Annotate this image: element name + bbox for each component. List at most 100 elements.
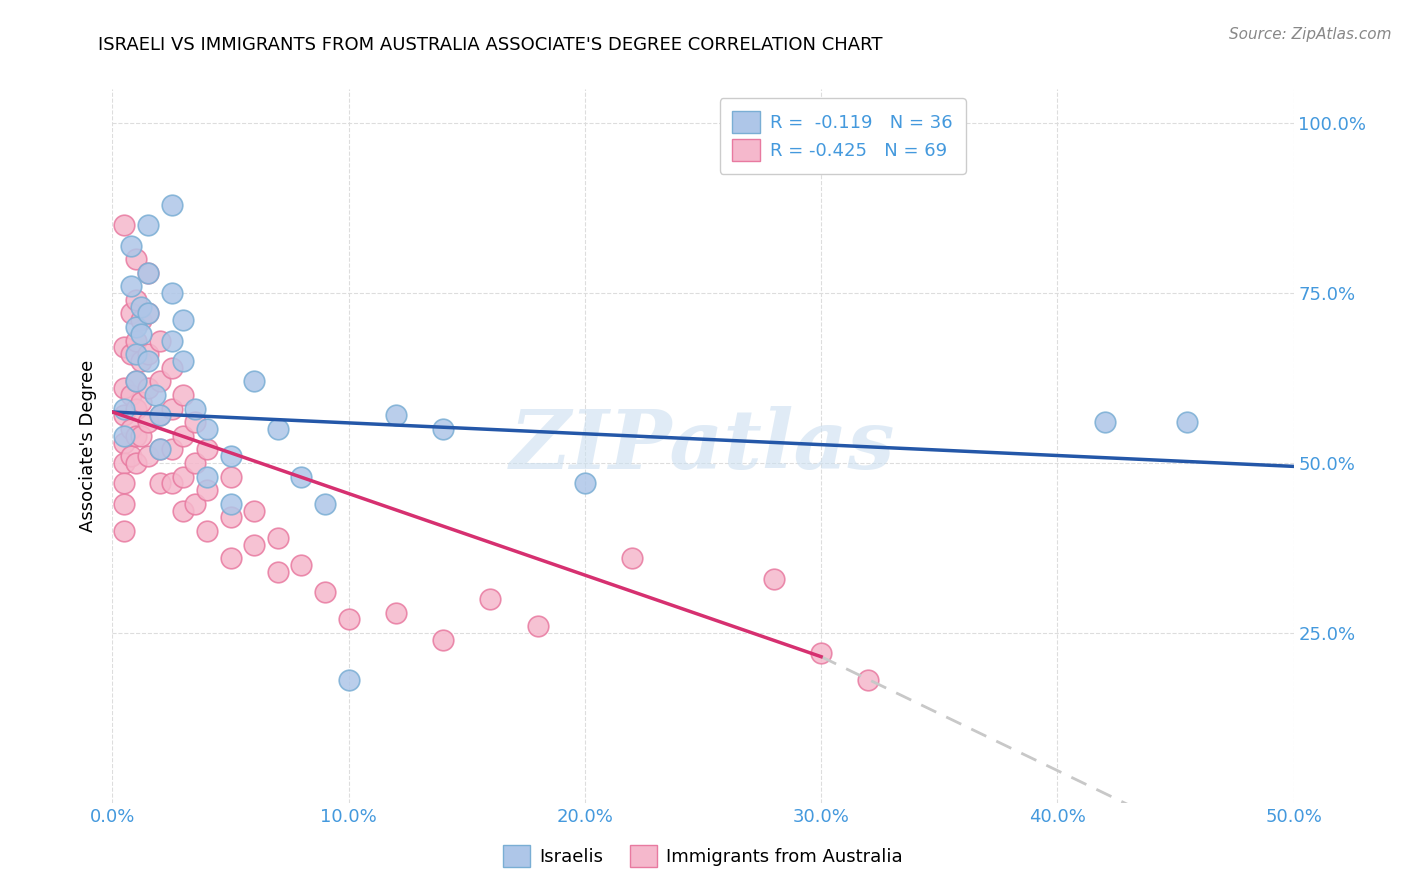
- Point: [149, 442, 172, 457]
- Point: [172, 429, 194, 443]
- Point: [129, 354, 152, 368]
- Point: [1094, 415, 1116, 429]
- Point: [195, 469, 218, 483]
- Point: [120, 449, 142, 463]
- Point: [129, 429, 152, 443]
- Point: [125, 252, 148, 266]
- Point: [112, 429, 135, 443]
- Point: [125, 334, 148, 348]
- Point: [112, 456, 135, 470]
- Point: [290, 558, 312, 572]
- Point: [243, 375, 266, 389]
- Point: [149, 442, 172, 457]
- Text: ZIPatlas: ZIPatlas: [510, 406, 896, 486]
- Point: [136, 415, 159, 429]
- Point: [120, 238, 142, 252]
- Point: [219, 449, 242, 463]
- Point: [172, 388, 194, 402]
- Point: [1175, 415, 1198, 429]
- Point: [219, 497, 242, 511]
- Point: [479, 591, 502, 606]
- Point: [125, 429, 148, 443]
- Point: [432, 632, 454, 647]
- Point: [125, 375, 148, 389]
- Point: [112, 381, 135, 395]
- Point: [120, 422, 142, 436]
- Point: [149, 476, 172, 491]
- Point: [125, 320, 148, 334]
- Point: [129, 394, 152, 409]
- Point: [762, 572, 785, 586]
- Point: [195, 524, 218, 538]
- Point: [314, 497, 336, 511]
- Point: [120, 347, 142, 361]
- Point: [621, 551, 644, 566]
- Point: [219, 510, 242, 524]
- Point: [810, 646, 832, 660]
- Point: [195, 422, 218, 436]
- Point: [136, 354, 159, 368]
- Point: [125, 456, 148, 470]
- Point: [267, 422, 290, 436]
- Point: [219, 469, 242, 483]
- Text: ISRAELI VS IMMIGRANTS FROM AUSTRALIA ASSOCIATE'S DEGREE CORRELATION CHART: ISRAELI VS IMMIGRANTS FROM AUSTRALIA ASS…: [98, 36, 883, 54]
- Point: [149, 375, 172, 389]
- Point: [195, 442, 218, 457]
- Point: [112, 435, 135, 450]
- Legend: Israelis, Immigrants from Australia: Israelis, Immigrants from Australia: [496, 838, 910, 874]
- Point: [112, 476, 135, 491]
- Point: [136, 381, 159, 395]
- Point: [219, 551, 242, 566]
- Point: [432, 422, 454, 436]
- Point: [136, 306, 159, 320]
- Y-axis label: Associate's Degree: Associate's Degree: [79, 359, 97, 533]
- Point: [195, 483, 218, 498]
- Point: [136, 306, 159, 320]
- Point: [149, 409, 172, 423]
- Point: [184, 497, 207, 511]
- Point: [160, 286, 183, 301]
- Point: [120, 279, 142, 293]
- Point: [125, 401, 148, 416]
- Point: [136, 266, 159, 280]
- Point: [143, 388, 166, 402]
- Point: [129, 326, 152, 341]
- Point: [243, 537, 266, 551]
- Point: [120, 388, 142, 402]
- Point: [149, 334, 172, 348]
- Point: [172, 503, 194, 517]
- Point: [160, 334, 183, 348]
- Point: [136, 449, 159, 463]
- Point: [160, 401, 183, 416]
- Point: [112, 218, 135, 232]
- Point: [184, 415, 207, 429]
- Text: Source: ZipAtlas.com: Source: ZipAtlas.com: [1229, 27, 1392, 42]
- Point: [184, 401, 207, 416]
- Point: [125, 293, 148, 307]
- Point: [120, 306, 142, 320]
- Legend: R =  -0.119   N = 36, R = -0.425   N = 69: R = -0.119 N = 36, R = -0.425 N = 69: [720, 98, 966, 174]
- Point: [112, 401, 135, 416]
- Point: [172, 313, 194, 327]
- Point: [267, 531, 290, 545]
- Point: [129, 313, 152, 327]
- Point: [112, 524, 135, 538]
- Point: [125, 347, 148, 361]
- Point: [290, 469, 312, 483]
- Point: [125, 375, 148, 389]
- Point: [172, 354, 194, 368]
- Point: [337, 673, 360, 688]
- Point: [337, 612, 360, 626]
- Point: [184, 456, 207, 470]
- Point: [243, 503, 266, 517]
- Point: [136, 218, 159, 232]
- Point: [160, 198, 183, 212]
- Point: [385, 606, 408, 620]
- Point: [858, 673, 880, 688]
- Point: [160, 360, 183, 375]
- Point: [112, 497, 135, 511]
- Point: [136, 266, 159, 280]
- Point: [574, 476, 596, 491]
- Point: [149, 409, 172, 423]
- Point: [136, 347, 159, 361]
